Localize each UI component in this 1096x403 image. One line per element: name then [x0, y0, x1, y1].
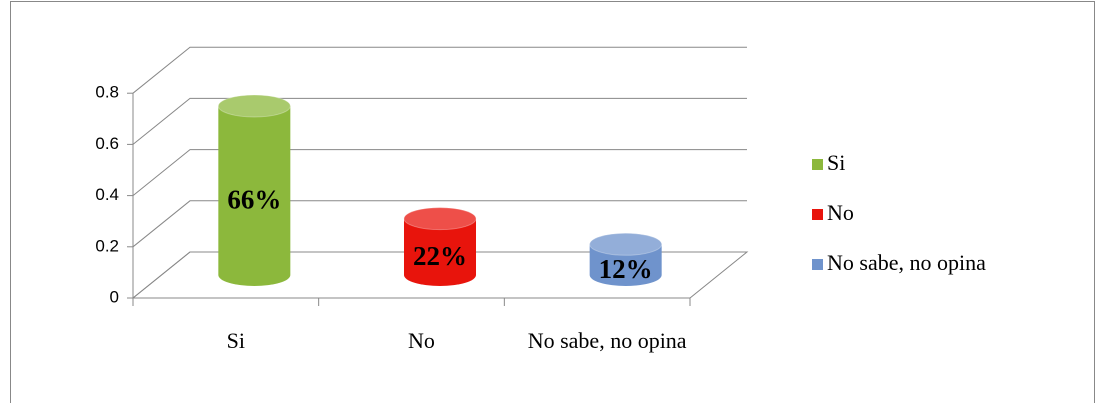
y-tick-label: 0.8: [95, 83, 119, 102]
x-tick-label: No: [408, 328, 435, 353]
legend-swatch: [812, 209, 823, 220]
cylinder-body: [589, 244, 662, 286]
grid-line: [132, 200, 747, 248]
cylinder-top-shine: [218, 95, 291, 118]
cylinder-top-shine: [404, 207, 476, 230]
cylinder-top: [403, 207, 477, 231]
grid-line: [132, 251, 747, 299]
y-tick-label: 0: [110, 287, 119, 306]
chart-frame: [10, 1, 1095, 403]
grid-line: [132, 46, 747, 94]
legend-label: No: [827, 200, 854, 225]
legend-swatch: [812, 159, 823, 170]
cylinder: [217, 94, 291, 286]
y-tick-label: 0.4: [95, 185, 119, 204]
x-tick-label: Si: [226, 328, 245, 353]
cylinder-body: [218, 106, 291, 286]
x-tick-label: No sabe, no opina: [527, 328, 687, 353]
legend-label: No sabe, no opina: [827, 250, 986, 275]
cylinder-top: [589, 232, 663, 256]
cylinder-top: [217, 94, 291, 118]
data-label: 66%: [227, 185, 281, 215]
grid-line: [132, 149, 747, 196]
cylinder-top-shine: [589, 233, 662, 256]
data-label: 12%: [599, 254, 653, 284]
cylinder: [403, 207, 477, 286]
grid-line: [132, 97, 747, 145]
legend-label: Si: [827, 150, 845, 175]
data-label: 22%: [413, 241, 467, 271]
y-tick-label: 0.2: [95, 236, 119, 255]
cylinder-body: [404, 218, 476, 286]
cylinder: [589, 232, 663, 286]
legend-swatch: [812, 259, 823, 270]
y-tick-label: 0.6: [95, 134, 119, 153]
